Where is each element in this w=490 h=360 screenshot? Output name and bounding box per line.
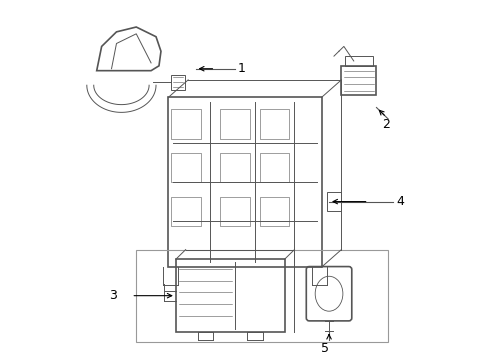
Text: 3: 3 <box>110 289 118 302</box>
Text: 4: 4 <box>396 195 404 208</box>
Text: 2: 2 <box>382 117 391 131</box>
Text: 1: 1 <box>238 62 246 75</box>
Text: 5: 5 <box>321 342 329 355</box>
